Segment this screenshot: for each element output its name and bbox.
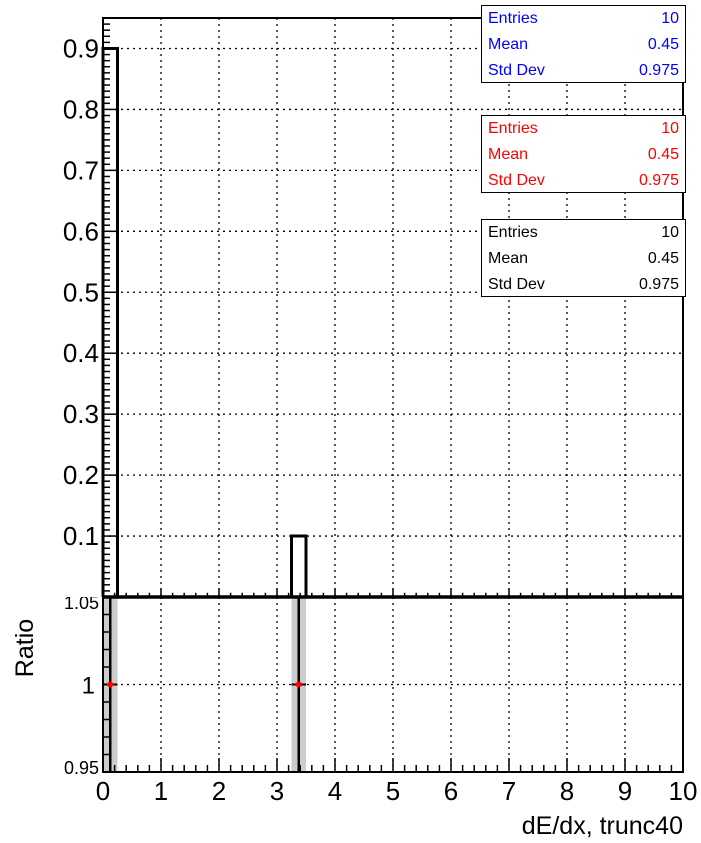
stats-box-1: Entries 10 Mean 0.45 Std Dev 0.975 xyxy=(481,115,686,193)
x-tick-label-2: 2 xyxy=(212,776,226,806)
stats-label: Mean xyxy=(488,146,529,163)
y-tick-label-top-8: 0.9 xyxy=(63,33,99,63)
y-tick-label-ratio-0: 0.95 xyxy=(64,758,99,778)
x-tick-label-3: 3 xyxy=(270,776,284,806)
x-tick-label-9: 9 xyxy=(618,776,632,806)
stats-row-entries: Entries 10 xyxy=(488,220,679,246)
stats-value: 0.975 xyxy=(638,172,679,189)
y-axis-title-ratio: Ratio xyxy=(11,619,39,677)
x-tick-label-0: 0 xyxy=(96,776,110,806)
ratio-point-1 xyxy=(295,681,302,688)
x-tick-label-1: 1 xyxy=(154,776,168,806)
stats-label: Entries xyxy=(488,10,538,27)
y-tick-label-top-3: 0.4 xyxy=(63,338,99,368)
y-tick-label-top-6: 0.7 xyxy=(63,155,99,185)
stats-value: 0.975 xyxy=(638,62,679,79)
stats-label: Std Dev xyxy=(488,276,545,293)
stats-label: Std Dev xyxy=(488,62,545,79)
grid-lines xyxy=(103,18,683,772)
stats-label: Mean xyxy=(488,250,529,267)
histogram-bin-1 xyxy=(290,534,308,597)
ratio-point-0 xyxy=(107,681,114,688)
stats-label: Mean xyxy=(488,36,529,53)
stats-value: 0.975 xyxy=(638,276,679,293)
stats-box-0: Entries 10 Mean 0.45 Std Dev 0.975 xyxy=(481,5,686,83)
y-tick-label-top-0: 0.1 xyxy=(63,521,99,551)
y-tick-label-top-1: 0.2 xyxy=(63,460,99,490)
y-tick-label-top-7: 0.8 xyxy=(63,94,99,124)
stats-row-std-dev: Std Dev 0.975 xyxy=(488,168,679,194)
ratio-points xyxy=(103,597,306,772)
x-tick-label-6: 6 xyxy=(444,776,458,806)
stats-box-2: Entries 10 Mean 0.45 Std Dev 0.975 xyxy=(481,219,686,297)
y-tick-label-ratio-1: 1 xyxy=(82,673,95,700)
stats-value: 10 xyxy=(661,224,679,241)
stats-label: Entries xyxy=(488,224,538,241)
stats-row-std-dev: Std Dev 0.975 xyxy=(488,58,679,84)
x-tick-label-4: 4 xyxy=(328,776,342,806)
x-tick-label-10: 10 xyxy=(669,776,698,806)
stats-value: 10 xyxy=(661,120,679,137)
x-tick-label-5: 5 xyxy=(386,776,400,806)
stats-row-entries: Entries 10 xyxy=(488,116,679,142)
stats-row-std-dev: Std Dev 0.975 xyxy=(488,272,679,298)
histogram-bars xyxy=(101,46,308,597)
stats-row-mean: Mean 0.45 xyxy=(488,246,679,272)
y-tick-label-top-2: 0.3 xyxy=(63,399,99,429)
x-tick-label-8: 8 xyxy=(560,776,574,806)
tick-labels: 0.1 0.2 0.3 0.4 0.5 0.6 0.7 0.8 0.9 0.95 1 1.05 0 1 2 3… xyxy=(63,33,698,806)
stats-value: 0.45 xyxy=(647,36,679,53)
y-tick-label-top-5: 0.6 xyxy=(63,216,99,246)
stats-value: 0.45 xyxy=(647,146,679,163)
y-tick-label-top-4: 0.5 xyxy=(63,277,99,307)
y-tick-label-ratio-2: 1.05 xyxy=(64,593,99,613)
stats-label: Entries xyxy=(488,120,538,137)
x-axis-title: dE/dx, trunc40 xyxy=(522,812,683,840)
stats-row-entries: Entries 10 xyxy=(488,6,679,32)
axis-ticks xyxy=(102,17,684,773)
stats-value: 0.45 xyxy=(647,250,679,267)
stats-value: 10 xyxy=(661,10,679,27)
x-tick-label-7: 7 xyxy=(502,776,516,806)
stats-row-mean: Mean 0.45 xyxy=(488,142,679,168)
stats-label: Std Dev xyxy=(488,172,545,189)
stats-row-mean: Mean 0.45 xyxy=(488,32,679,58)
